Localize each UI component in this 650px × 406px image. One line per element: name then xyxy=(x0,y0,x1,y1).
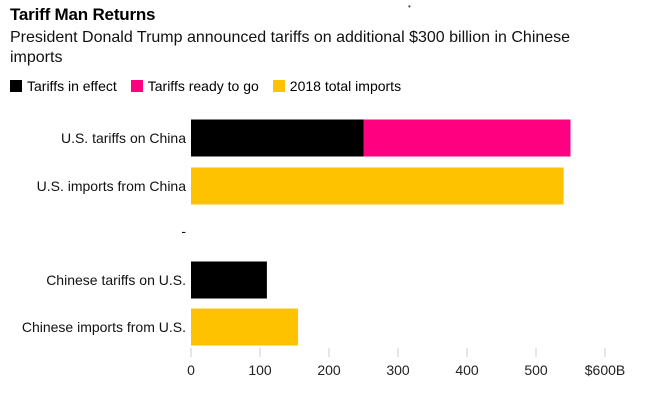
legend-swatch-total-imports xyxy=(272,80,285,92)
legend-label-tariffs-in-effect: Tariffs in effect xyxy=(27,78,117,94)
x-tick-label-4: 400 xyxy=(455,362,479,378)
category-label-4: Chinese imports from U.S. xyxy=(22,319,186,335)
x-tick-label-3: 300 xyxy=(386,362,410,378)
chart-title: Tariff Man Returns xyxy=(10,5,156,24)
legend-swatch-tariffs-in-effect xyxy=(10,80,22,92)
legend-item-tariffs-ready: Tariffs ready to go xyxy=(130,78,259,94)
category-label-3: Chinese tariffs on U.S. xyxy=(46,272,186,288)
decorative-dot: • xyxy=(408,2,411,11)
category-label-2: - xyxy=(181,223,186,239)
bar-1-2 xyxy=(191,167,564,205)
x-tick-label-1: 100 xyxy=(248,362,272,378)
bar-0-0 xyxy=(191,119,364,157)
bar-0-1 xyxy=(363,119,571,157)
x-tick-label-2: 200 xyxy=(317,362,341,378)
legend-label-tariffs-ready: Tariffs ready to go xyxy=(147,78,259,94)
x-tick-label-5: 500 xyxy=(524,362,548,378)
x-tick-label-0: 0 xyxy=(187,362,195,378)
bar-4-2 xyxy=(191,308,298,346)
legend-item-tariffs-in-effect: Tariffs in effect xyxy=(10,78,117,94)
chart-subtitle: President Donald Trump announced tariffs… xyxy=(10,29,571,66)
legend-item-total-imports: 2018 total imports xyxy=(272,78,402,94)
bar-3-0 xyxy=(191,261,267,299)
legend-label-total-imports: 2018 total imports xyxy=(289,78,402,94)
category-label-0: U.S. tariffs on China xyxy=(61,130,186,146)
x-tick-label-6: $600B xyxy=(585,362,625,378)
legend: Tariffs in effect Tariffs ready to go 20… xyxy=(10,78,415,94)
legend-swatch-tariffs-ready xyxy=(130,80,143,92)
category-label-1: U.S. imports from China xyxy=(37,178,187,194)
